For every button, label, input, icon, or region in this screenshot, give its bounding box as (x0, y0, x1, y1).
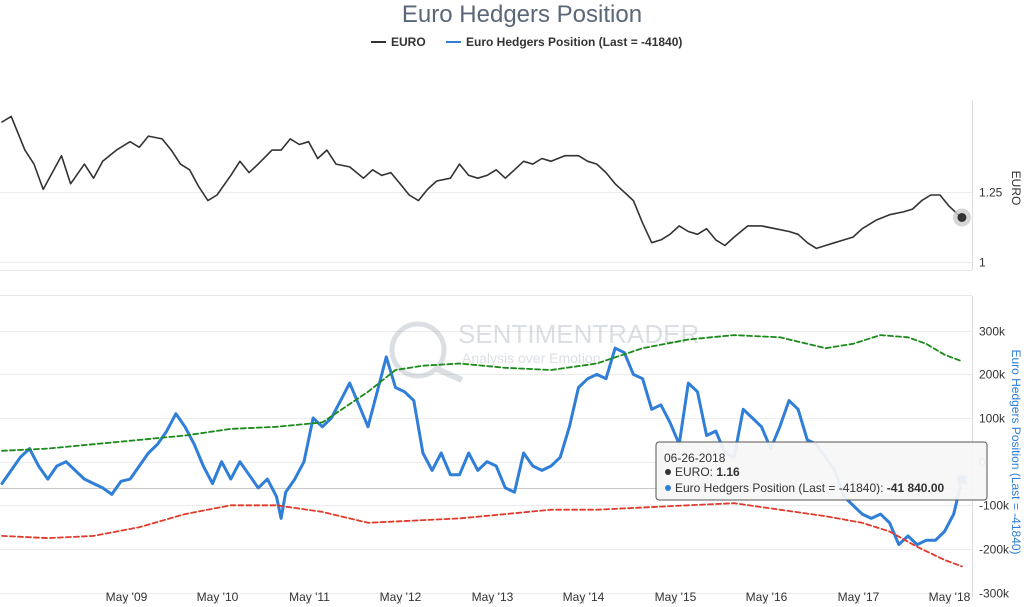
y-tick-label-hedgers: 300k (979, 325, 1006, 339)
legend-item-euro[interactable]: EURO (371, 35, 426, 49)
tooltip-hedgers-row: Euro Hedgers Position (Last = -41840): -… (675, 481, 944, 495)
legend-label-hedgers: Euro Hedgers Position (Last = -41840) (466, 35, 682, 49)
watermark-logo-icon (389, 321, 447, 379)
y-axis-ticks-hedgers: 300k200k100k0-100k-200k-300k (979, 325, 1010, 601)
tooltip-hedgers-label: Euro Hedgers Position (Last = -41840): (675, 481, 887, 495)
x-tick-label: May '11 (289, 590, 330, 604)
euro-line (1, 115, 963, 250)
x-tick-label: May '18 (929, 590, 971, 604)
x-tick-label: May '09 (106, 590, 148, 604)
series-layer (0, 115, 964, 568)
tooltip-hedgers-value: -41 840.00 (887, 481, 945, 495)
x-tick-label: May '15 (655, 590, 697, 604)
watermark-brand: SENTIMENTRADER (458, 319, 699, 349)
tooltip-box (655, 441, 988, 501)
y-tick-label-hedgers: -300k (979, 587, 1010, 601)
x-tick-label: May '17 (838, 590, 880, 604)
axis-title-euro: EURO (1009, 171, 1023, 206)
legend-item-hedgers[interactable]: Euro Hedgers Position (Last = -41840) (446, 35, 682, 49)
watermark-magnifier-handle (435, 366, 464, 383)
y-tick-label-hedgers: -200k (979, 543, 1010, 557)
watermark-tagline: Analysis over Emotion (462, 350, 601, 366)
y-tick-label-hedgers: 100k (979, 412, 1006, 426)
tooltip: 06-26-2018 EURO: 1.16 Euro Hedgers Posit… (655, 441, 988, 501)
legend: EURO Euro Hedgers Position (Last = -4184… (371, 35, 682, 49)
y-tick-label-hedgers: 200k (979, 368, 1006, 382)
chart-title: Euro Hedgers Position (402, 1, 642, 28)
x-tick-label: May '12 (380, 590, 422, 604)
gridlines (0, 100, 973, 597)
lower-band-line (1, 502, 963, 568)
legend-label-euro: EURO (391, 35, 426, 49)
y-tick-label-euro: 1.25 (979, 186, 1003, 200)
tooltip-euro-bullet-icon (665, 469, 671, 475)
euro-last-point (957, 212, 967, 222)
tooltip-euro-label: EURO: (675, 465, 716, 479)
tooltip-date: 06-26-2018 (664, 451, 726, 465)
x-tick-label: May '10 (197, 590, 239, 604)
y-tick-label-hedgers: -100k (979, 499, 1010, 513)
tooltip-euro-row: EURO: 1.16 (675, 465, 740, 479)
y-tick-label-euro: 1 (979, 256, 986, 270)
tooltip-euro-value: 1.16 (716, 465, 740, 479)
axis-title-hedgers: Euro Hedgers Position (Last = -41840) (1009, 349, 1023, 554)
x-tick-label: May '16 (746, 590, 788, 604)
x-tick-label: May '13 (472, 590, 514, 604)
euro-hedgers-position-line (0, 346, 964, 547)
y-axis-ticks-euro: 1.25 1 (979, 186, 1003, 270)
x-axis-ticks: May '09 May '10 May '11 May '12 May '13 May '… (106, 590, 971, 604)
tooltip-hedgers-bullet-icon (665, 485, 671, 491)
watermark: SENTIMENTRADER Analysis over Emotion (389, 319, 699, 383)
x-tick-label: May '14 (563, 590, 605, 604)
upper-band-line (1, 334, 963, 452)
